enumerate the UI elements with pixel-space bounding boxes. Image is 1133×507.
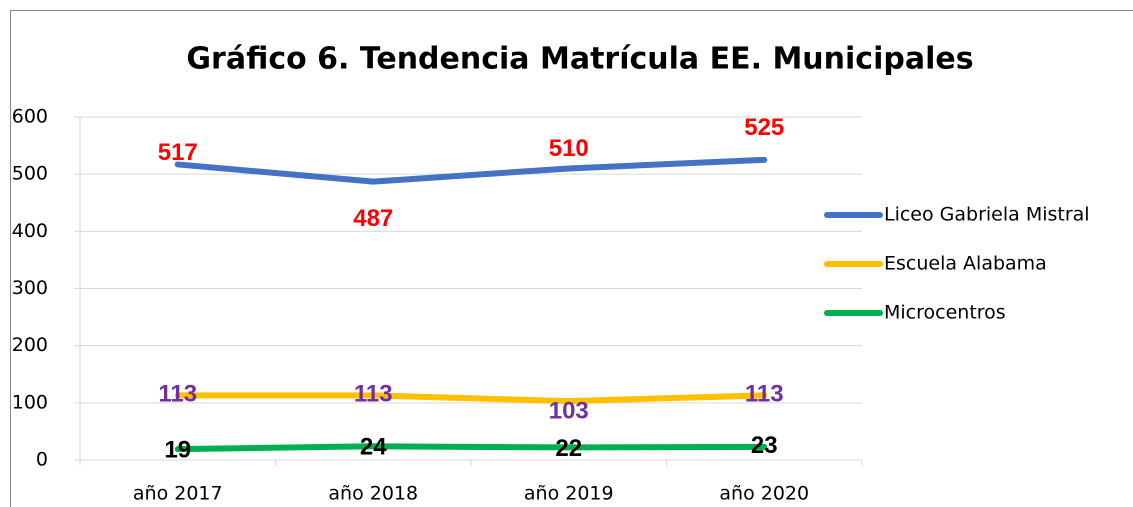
data-label: 487	[353, 205, 393, 232]
data-label: 113	[745, 381, 784, 408]
legend-label: Microcentros	[884, 302, 1006, 324]
y-tick-label: 0	[36, 449, 48, 471]
data-label: 113	[354, 381, 393, 408]
data-label: 517	[158, 139, 198, 166]
x-tick-label: año 2019	[524, 483, 614, 505]
data-label: 24	[360, 434, 387, 461]
data-label: 23	[751, 432, 778, 459]
chart-title: Gráfico 6. Tendencia Matrícula EE. Munic…	[186, 42, 973, 77]
data-label: 103	[549, 397, 589, 424]
y-tick-label: 200	[12, 334, 48, 356]
y-tick-label: 600	[12, 106, 48, 128]
legend-label: Liceo Gabriela Mistral	[884, 204, 1090, 226]
y-tick-label: 100	[12, 391, 48, 413]
x-tick-label: año 2017	[133, 483, 223, 505]
series-line	[174, 392, 768, 405]
legend-label: Escuela Alabama	[884, 253, 1047, 275]
chart-border	[10, 10, 1133, 507]
data-label: 19	[164, 436, 191, 463]
data-label: 113	[158, 381, 197, 408]
data-label: 510	[549, 135, 589, 162]
series-line	[174, 443, 768, 453]
y-tick-label: 400	[12, 220, 48, 242]
y-tick-label: 500	[12, 163, 48, 185]
series-line	[174, 156, 768, 185]
x-tick-label: año 2020	[719, 483, 809, 505]
y-tick-label: 300	[12, 277, 48, 299]
data-label: 22	[555, 435, 582, 462]
x-tick-label: año 2018	[328, 483, 418, 505]
data-label: 525	[744, 114, 784, 141]
